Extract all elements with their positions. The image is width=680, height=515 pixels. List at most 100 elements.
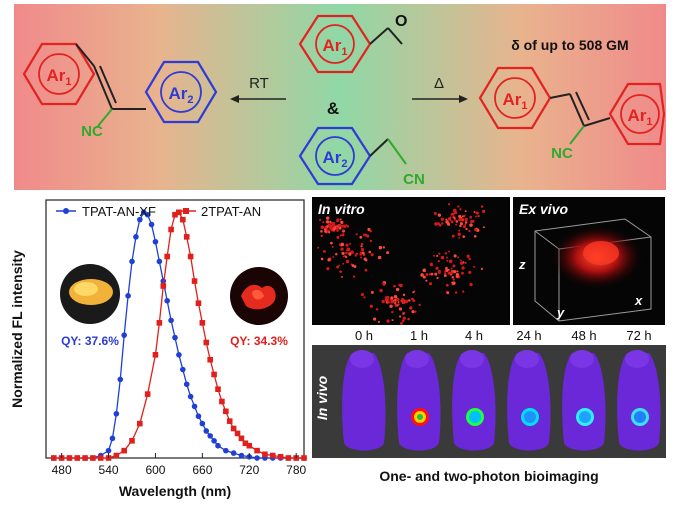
data-point-s1-12 (125, 293, 131, 299)
data-point-s1-23 (168, 317, 174, 324)
x-tick-label-5: 780 (286, 463, 306, 477)
sample-photo-left (60, 264, 120, 324)
cell-speckle (459, 224, 462, 228)
cell-speckle (434, 222, 438, 226)
data-point-s1-33 (207, 433, 213, 439)
cell-speckle (398, 307, 403, 311)
cell-speckle (408, 299, 411, 302)
data-point-s2-31 (223, 408, 229, 415)
data-point-s2-21 (183, 234, 190, 240)
x-tick-label-1: 540 (99, 463, 119, 477)
data-point-s2-23 (191, 278, 198, 284)
data-point-s2-25 (199, 320, 206, 326)
fluorescence-chart: 480 540 600 660 720 780 TPAT-AN-XF 2TPAT-AN Q… (0, 192, 310, 510)
cell-speckle (455, 220, 459, 223)
cell-speckle (370, 253, 374, 257)
cell-speckle (397, 301, 400, 304)
data-point-s2-9 (121, 447, 127, 454)
cell-speckle (418, 303, 421, 307)
cell-speckle (327, 223, 331, 227)
cell-speckle (336, 225, 339, 228)
cell-speckle (341, 276, 343, 278)
cell-speckle (393, 294, 398, 299)
cell-speckle (364, 268, 368, 272)
cell-speckle (452, 264, 456, 268)
cell-speckle (363, 257, 367, 261)
cell-speckle (336, 235, 340, 239)
cell-speckle (370, 290, 374, 294)
data-point-s2-22 (187, 253, 194, 260)
data-point-s2-27 (207, 356, 213, 363)
cell-speckle (339, 218, 342, 221)
time-label-2: 4 h (464, 328, 484, 343)
cell-speckle (437, 222, 440, 226)
data-point-s1-34 (211, 438, 217, 444)
data-point-s1-19 (152, 238, 159, 245)
cell-speckle (361, 251, 365, 255)
ex-vivo-panel: Ex vivo z y x (513, 197, 665, 325)
cell-speckle (462, 235, 466, 238)
time-points: 0 h 1 h 4 h 24 h 48 h 72 h (334, 328, 666, 345)
cell-speckle (464, 217, 468, 222)
fluorescence-chart-svg: 480 540 600 660 720 780 TPAT-AN-XF 2TPAT-AN Q… (9, 199, 307, 499)
cell-speckle (342, 229, 345, 232)
cell-speckle (460, 218, 463, 221)
cell-speckle (461, 266, 465, 270)
cell-speckle (393, 284, 396, 288)
cell-speckle (339, 234, 342, 237)
cell-speckle (373, 317, 377, 321)
data-point-s2-11 (137, 420, 143, 427)
cell-speckle (395, 287, 400, 292)
cell-speckle (468, 229, 471, 233)
cell-speckle (336, 265, 339, 269)
cell-speckle (434, 272, 438, 276)
cell-speckle (369, 229, 372, 233)
cell-speckle (401, 319, 405, 323)
cell-speckle (363, 296, 366, 299)
cell-speckle (332, 227, 336, 231)
cell-speckle (320, 257, 324, 261)
data-point-s2-41 (277, 453, 284, 460)
cell-speckle (336, 229, 339, 232)
cell-speckle (458, 237, 461, 239)
data-point-s2-4 (82, 455, 88, 461)
cell-speckle (447, 217, 452, 221)
data-point-s2-18 (172, 211, 178, 218)
mouse-5 (617, 350, 661, 451)
data-point-s2-20 (180, 216, 186, 223)
cell-speckle (454, 291, 458, 294)
cell-speckle (402, 312, 405, 315)
cell-speckle (379, 288, 383, 293)
data-point-s2-29 (215, 386, 221, 392)
cell-speckle (464, 210, 467, 213)
cell-speckle (473, 234, 477, 238)
mouse-4 (562, 350, 606, 451)
data-point-s2-28 (211, 371, 217, 378)
cell-speckle (340, 220, 344, 224)
cell-speckle (482, 209, 486, 213)
two-photon-note: δ of up to 508 GM (511, 37, 628, 53)
data-point-s1-38 (238, 452, 245, 459)
cell-speckle (387, 299, 390, 302)
data-point-s2-13 (152, 352, 159, 358)
cell-speckle (447, 268, 450, 271)
data-point-s1-40 (254, 455, 260, 461)
right-product: Ar1 NC Ar1 (478, 66, 666, 162)
mouse-3 (507, 350, 551, 451)
cell-speckle (470, 220, 474, 223)
delta-arrow: Δ (412, 75, 468, 103)
cell-speckle (433, 254, 436, 257)
mice-images (342, 350, 661, 451)
cell-speckle (331, 223, 336, 228)
cell-speckle (317, 246, 320, 249)
x-tick-label-4: 720 (239, 463, 259, 477)
cell-speckle (386, 251, 390, 255)
cell-speckle (457, 205, 460, 208)
cell-speckle (398, 284, 400, 287)
cell-speckle (460, 261, 464, 265)
cell-speckle (345, 224, 347, 226)
cell-speckle (436, 276, 439, 280)
cell-speckle (441, 222, 444, 225)
cell-speckle (437, 260, 440, 263)
cell-speckle (329, 220, 332, 224)
